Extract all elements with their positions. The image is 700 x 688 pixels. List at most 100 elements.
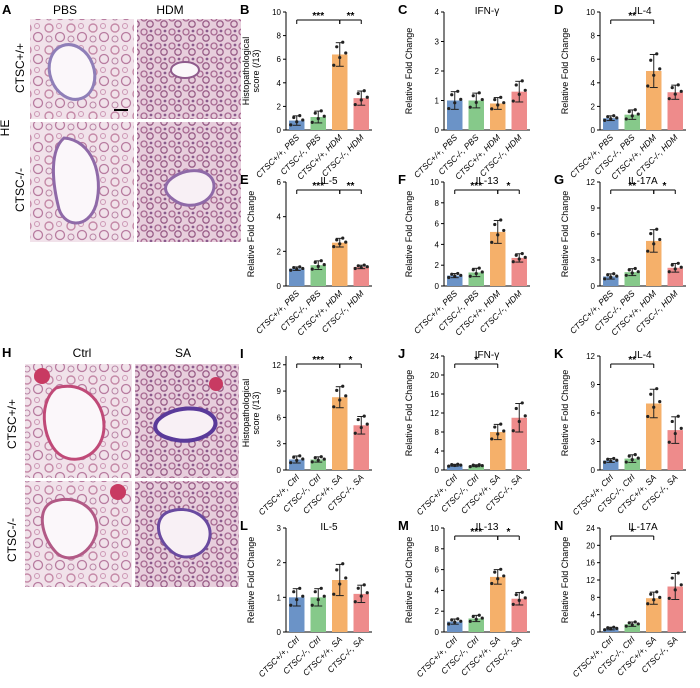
y-tick-label: 12	[272, 361, 281, 370]
data-point	[474, 271, 478, 276]
data-point	[477, 463, 481, 467]
data-point	[658, 67, 662, 71]
data-point	[338, 55, 342, 60]
significance-label: *	[663, 181, 667, 192]
y-axis-label: Histopathologicalscore (/13)	[241, 379, 261, 448]
y-tick-label: 24	[430, 352, 439, 361]
data-point	[480, 97, 484, 102]
y-tick-label: 2	[435, 261, 440, 270]
chart-title: IL-17A	[628, 176, 658, 187]
panel-letter: D	[554, 2, 563, 17]
data-point	[523, 255, 527, 259]
data-point	[356, 417, 360, 422]
data-point	[362, 89, 366, 93]
significance-label: ***	[312, 355, 324, 366]
chart-title: IFN-γ	[475, 6, 499, 17]
bar	[468, 272, 484, 286]
bar	[490, 432, 506, 470]
data-point	[332, 405, 336, 409]
significance-label: **	[347, 11, 355, 22]
data-point	[453, 274, 457, 278]
data-point	[646, 84, 650, 88]
data-point	[490, 437, 494, 441]
data-point	[319, 109, 323, 113]
data-point	[322, 594, 326, 598]
data-point	[606, 115, 610, 119]
data-point	[520, 79, 524, 83]
data-point	[658, 595, 662, 600]
data-point	[359, 265, 363, 269]
data-point	[493, 570, 497, 574]
data-point	[365, 422, 369, 426]
data-point	[517, 598, 521, 602]
y-tick-label: 16	[430, 390, 439, 399]
y-tick-label: 6	[277, 55, 282, 64]
bar	[332, 397, 348, 470]
data-point	[499, 422, 503, 426]
bar	[667, 586, 683, 632]
y-tick-label: 2	[591, 102, 596, 111]
bar	[624, 624, 640, 632]
data-point	[615, 626, 619, 630]
bar	[310, 117, 326, 130]
data-point	[332, 592, 336, 596]
data-point	[292, 590, 296, 594]
bar	[332, 242, 348, 286]
bar	[511, 417, 527, 470]
y-tick-label: 4	[435, 586, 440, 595]
data-point	[456, 89, 460, 93]
data-point	[606, 273, 610, 277]
data-point	[670, 419, 674, 424]
chart-title: IL-13	[476, 522, 499, 533]
bar	[353, 98, 369, 130]
significance-label: **	[628, 355, 636, 366]
data-point	[609, 627, 613, 631]
data-point	[523, 414, 527, 418]
data-point	[490, 240, 494, 244]
data-point	[649, 392, 653, 396]
data-point	[655, 387, 659, 391]
data-point	[459, 97, 463, 101]
y-axis-label: Relative Fold Change	[404, 28, 414, 115]
data-point	[517, 92, 521, 96]
data-point	[359, 425, 363, 430]
y-tick-label: 2	[435, 67, 440, 76]
data-point	[502, 228, 506, 233]
data-point	[517, 419, 521, 424]
y-tick-label: 3	[591, 256, 596, 265]
data-point	[335, 568, 339, 572]
data-point	[474, 617, 478, 621]
panel-letter: J	[398, 346, 405, 361]
data-point	[514, 83, 518, 87]
significance-label: *	[507, 181, 511, 192]
y-tick-label: 8	[591, 593, 596, 602]
bar	[447, 100, 463, 130]
y-tick-label: 9	[591, 204, 596, 213]
significance-label: *	[507, 527, 511, 538]
data-point	[344, 576, 348, 580]
y-tick-label: 10	[272, 8, 281, 17]
data-point	[295, 597, 299, 602]
bar	[353, 593, 369, 632]
histology-panel-h: H Ctrl SA CTSC+/+ CTSC-/-	[2, 345, 239, 587]
data-point	[520, 401, 524, 405]
data-point	[459, 619, 463, 623]
y-axis-label: Relative Fold Change	[404, 191, 414, 278]
data-point	[496, 103, 500, 107]
y-tick-label: 6	[435, 220, 440, 229]
bar	[603, 118, 619, 130]
data-point	[335, 45, 339, 49]
bar	[511, 598, 527, 632]
data-point	[356, 264, 360, 268]
data-point	[646, 602, 650, 606]
y-tick-label: 12	[586, 178, 595, 187]
panel-letter: E	[240, 172, 249, 187]
bar	[310, 459, 326, 470]
data-point	[292, 455, 296, 459]
data-point	[646, 249, 650, 253]
data-point	[313, 111, 317, 115]
data-point	[322, 114, 326, 118]
significance-label: *	[630, 527, 634, 538]
data-point	[609, 275, 613, 279]
